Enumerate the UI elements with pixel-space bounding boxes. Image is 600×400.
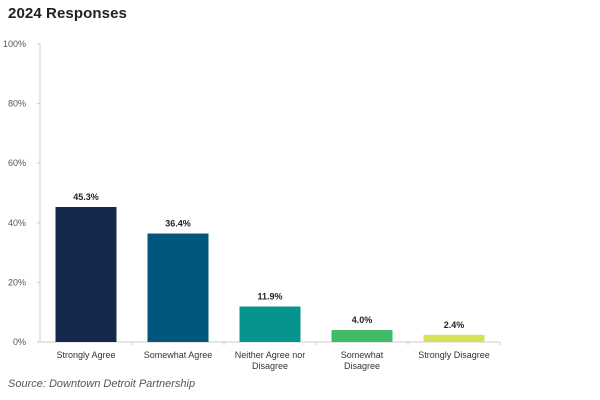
data-label: 45.3%: [73, 192, 99, 202]
category-label-line: Somewhat: [341, 350, 384, 360]
category-label-line: Strongly Agree: [56, 350, 115, 360]
data-label: 4.0%: [352, 315, 373, 325]
x-axis: [40, 341, 501, 345]
category-label: Neither Agree nor Disagree: [235, 350, 306, 371]
bar: [55, 207, 117, 342]
bar: [239, 306, 301, 342]
chart-title: 2024 Responses: [8, 5, 127, 22]
data-label: 2.4%: [444, 320, 465, 330]
y-tick-label: 100%: [3, 39, 26, 49]
y-tick-label: 40%: [8, 218, 26, 228]
category-label: Strongly Agree: [56, 350, 115, 360]
category-labels: Strongly Agree Somewhat Agree Neither Agre…: [56, 350, 489, 371]
y-tick-label: 80%: [8, 99, 26, 109]
category-label: Strongly Disagree: [418, 350, 490, 360]
y-tick-label: 60%: [8, 158, 26, 168]
bar: [147, 233, 209, 342]
category-label-line: Neither Agree nor: [235, 350, 306, 360]
bar: [423, 334, 485, 342]
y-tick-label: 20%: [8, 277, 26, 287]
data-label: 36.4%: [165, 219, 191, 229]
category-label-line: Disagree: [252, 361, 288, 371]
bar: [331, 330, 393, 342]
y-tick-label: 0%: [13, 337, 26, 347]
data-labels: 45.3% 36.4% 11.9% 4.0% 2.4%: [73, 192, 464, 330]
bars: [55, 207, 485, 342]
category-label: Somewhat Disagree: [341, 350, 384, 371]
category-label: Somewhat Agree: [144, 350, 213, 360]
category-label-line: Disagree: [344, 361, 380, 371]
category-label-line: Strongly Disagree: [418, 350, 490, 360]
data-label: 11.9%: [257, 292, 282, 302]
category-label-line: Somewhat Agree: [144, 350, 213, 360]
y-axis: 0% 20% 40% 60% 80% 100%: [3, 39, 41, 347]
source-note: Source: Downtown Detroit Partnership: [8, 378, 196, 390]
